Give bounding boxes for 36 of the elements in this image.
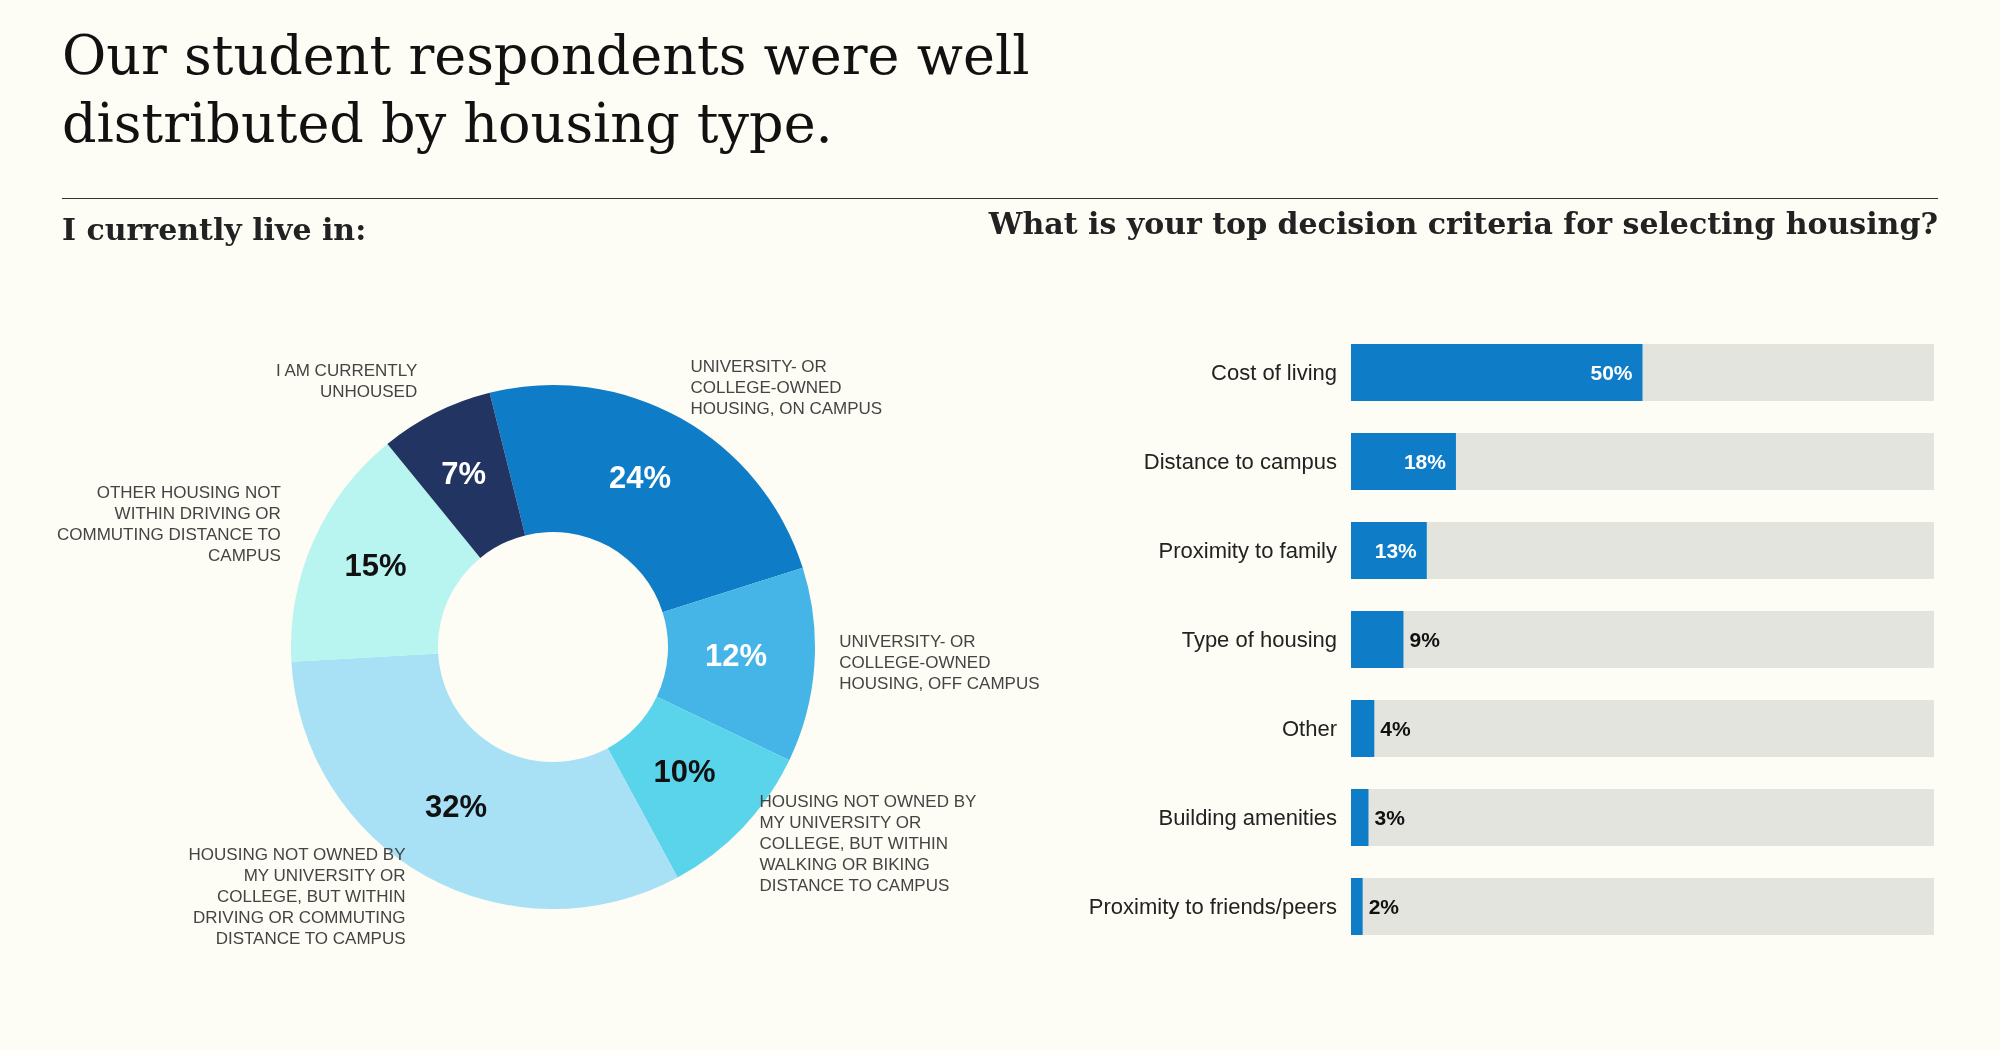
- donut-slice: [656, 567, 815, 761]
- data-label: 3%: [1374, 806, 1406, 829]
- data-label: 12%: [705, 637, 768, 673]
- slice-label: UNIVERSITY- OR COLLEGE-OWNED HOUSING, ON CAMPUS: [690, 356, 883, 418]
- data-label: 13%: [1374, 539, 1418, 562]
- data-label: 9%: [1409, 628, 1441, 651]
- slice-label: I AM CURRENTLY UNHOUSED: [275, 360, 418, 401]
- data-label: 4%: [1380, 717, 1411, 740]
- y-tick-label: Type of housing: [1181, 627, 1337, 653]
- slice-label: HOUSING NOT OWNED BY MY UNIVERSITY OR COLLEGE, BUT WITHIN DRIVING OR COMMUTING DISTANCE TO CAMPUS: [188, 845, 406, 949]
- bar: [1351, 433, 1456, 490]
- data-label: 15%: [344, 548, 407, 584]
- data-label: 50%: [1590, 361, 1633, 384]
- slice-label: HOUSING NOT OWNED BY MY UNIVERSITY OR COLLEGE, BUT WITHIN WALKING OR BIKING DISTANCE TO CAMPUS: [759, 791, 977, 895]
- y-tick-label: Proximity to friends/peers: [1088, 894, 1337, 920]
- slice-label: OTHER HOUSING NOT WITHIN DRIVING OR COMMUTING DISTANCE TO CAMPUS: [56, 483, 281, 566]
- data-label: 18%: [1403, 450, 1447, 473]
- data-label: 32%: [425, 789, 488, 825]
- y-tick-label: Proximity to family: [1158, 538, 1337, 564]
- chart-subtitle: I currently live in:: [62, 212, 367, 247]
- data-label: 2%: [1368, 895, 1400, 918]
- slice-label: UNIVERSITY- OR COLLEGE-OWNED HOUSING, OFF CAMPUS: [839, 631, 1040, 693]
- bar: [1351, 611, 1404, 668]
- chart-title: What is your top decision criteria for selecting housing?: [988, 206, 1938, 241]
- data-label: 7%: [441, 455, 486, 491]
- y-tick-label: Cost of living: [1211, 360, 1337, 386]
- bar: [1351, 522, 1427, 579]
- y-tick-label: Building amenities: [1158, 805, 1337, 831]
- data-label: 10%: [653, 754, 716, 790]
- y-tick-label: Distance to campus: [1143, 449, 1337, 475]
- bar: [1351, 700, 1375, 757]
- bar: [1351, 878, 1363, 935]
- data-label: 24%: [608, 459, 671, 495]
- y-tick-label: Other: [1281, 716, 1337, 742]
- chart-title: Our student respondents were well distributed by housing type.: [62, 23, 1031, 157]
- bar: [1351, 789, 1369, 846]
